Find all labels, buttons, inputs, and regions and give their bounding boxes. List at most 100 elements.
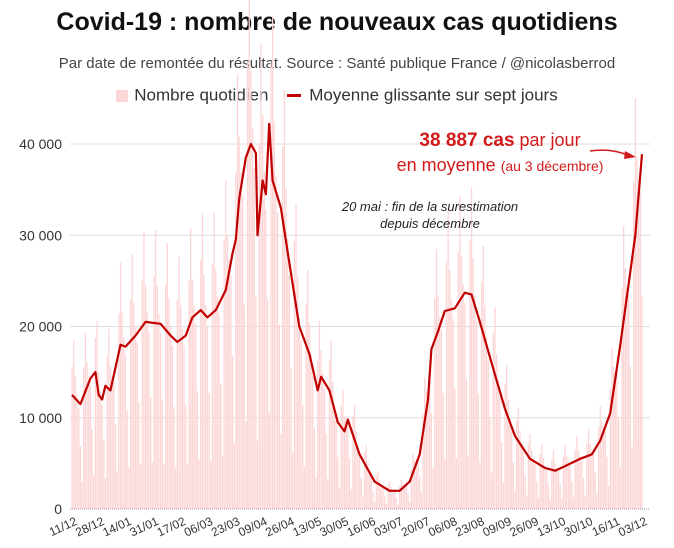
daily-bar xyxy=(73,340,75,509)
daily-bar xyxy=(633,182,635,510)
y-tick-label: 20 000 xyxy=(19,319,62,335)
daily-bar xyxy=(282,146,284,509)
daily-bar xyxy=(601,421,603,509)
daily-bar xyxy=(527,443,530,509)
daily-bar xyxy=(260,43,262,509)
daily-bar xyxy=(333,404,336,509)
daily-bar xyxy=(465,379,468,509)
daily-bar xyxy=(490,472,493,509)
daily-bar xyxy=(297,277,299,509)
daily-bar xyxy=(626,285,628,509)
moving-average-line xyxy=(71,122,644,492)
daily-bar xyxy=(430,413,433,509)
daily-bar xyxy=(124,354,127,509)
daily-bar xyxy=(343,415,346,509)
daily-bar xyxy=(315,477,317,509)
daily-bar xyxy=(134,326,137,509)
chart-title: Covid-19 : nombre de nouveaux cas quotid… xyxy=(56,8,618,36)
daily-bar xyxy=(191,279,194,509)
daily-bar xyxy=(161,399,163,509)
daily-bar xyxy=(129,299,132,509)
daily-bar xyxy=(89,385,92,509)
latest-annotation: 38 887 cas par jour en moyenne (au 3 déc… xyxy=(360,128,640,178)
daily-bar xyxy=(106,356,108,509)
daily-bar xyxy=(200,260,202,509)
daily-bar xyxy=(340,406,342,509)
daily-bar xyxy=(531,449,533,509)
y-tick-label: 0 xyxy=(54,501,62,517)
daily-bar xyxy=(118,313,120,509)
daily-bar xyxy=(188,280,190,509)
daily-bar xyxy=(455,458,458,509)
daily-bar xyxy=(88,376,90,509)
daily-bar xyxy=(641,296,643,509)
daily-bar xyxy=(131,254,133,509)
daily-bar xyxy=(310,353,312,509)
daily-bar xyxy=(256,440,259,509)
daily-bar xyxy=(405,485,408,509)
note-line2: depuis décembre xyxy=(380,216,480,231)
y-tick-label: 30 000 xyxy=(19,227,62,243)
latest-line2: en moyenne xyxy=(396,155,496,175)
daily-bar xyxy=(148,331,150,509)
daily-bar xyxy=(561,498,563,509)
daily-bar xyxy=(628,295,630,509)
daily-bar xyxy=(571,481,573,509)
daily-bar xyxy=(320,350,322,509)
daily-bar xyxy=(447,210,449,510)
daily-bar xyxy=(407,493,409,509)
daily-bar xyxy=(567,462,570,509)
daily-bar xyxy=(616,374,618,509)
daily-bar xyxy=(587,428,590,509)
daily-bar xyxy=(404,485,406,509)
daily-bar xyxy=(432,467,434,509)
daily-bar xyxy=(168,298,170,509)
daily-bar xyxy=(251,128,254,509)
chart-subtitle: Par date de remontée du résultat. Source… xyxy=(58,55,616,72)
daily-bar xyxy=(104,478,107,509)
daily-bar xyxy=(621,288,623,509)
daily-bar xyxy=(363,451,366,509)
daily-bar xyxy=(597,426,600,509)
daily-bar xyxy=(367,461,369,509)
daily-bar xyxy=(373,502,376,509)
daily-bar xyxy=(190,228,192,509)
daily-bar xyxy=(422,413,424,509)
daily-bar xyxy=(378,479,381,509)
daily-bar xyxy=(566,456,568,509)
daily-bar xyxy=(624,268,626,509)
daily-bar xyxy=(255,295,257,509)
daily-bar xyxy=(502,482,504,509)
daily-bar xyxy=(173,406,175,509)
daily-bar xyxy=(154,230,157,509)
y-tick-label: 40 000 xyxy=(19,136,62,152)
daily-bar xyxy=(394,491,396,509)
daily-bar xyxy=(337,456,339,509)
daily-bar xyxy=(470,187,473,509)
daily-bar xyxy=(375,476,377,509)
daily-bar xyxy=(213,212,215,510)
daily-bar xyxy=(290,367,292,509)
daily-bar xyxy=(246,64,249,509)
daily-bar xyxy=(592,454,595,509)
daily-bar xyxy=(193,306,195,509)
daily-bar xyxy=(263,171,265,510)
daily-bar xyxy=(480,282,483,509)
daily-bar xyxy=(250,71,252,509)
daily-bar xyxy=(93,475,95,509)
daily-bar xyxy=(165,284,167,509)
daily-bar xyxy=(377,470,379,509)
daily-bar xyxy=(94,337,97,509)
latest-date: (au 3 décembre) xyxy=(500,158,604,174)
daily-bar xyxy=(425,390,428,509)
daily-bar xyxy=(445,260,448,509)
daily-bar xyxy=(370,477,372,509)
daily-bar xyxy=(429,381,431,509)
daily-bar xyxy=(444,459,446,509)
legend: Nombre quotidien Moyenne glissante sur s… xyxy=(0,85,674,106)
daily-bar xyxy=(372,490,374,509)
daily-bar xyxy=(151,462,153,509)
daily-bar xyxy=(308,322,311,509)
daily-bar xyxy=(133,303,135,509)
